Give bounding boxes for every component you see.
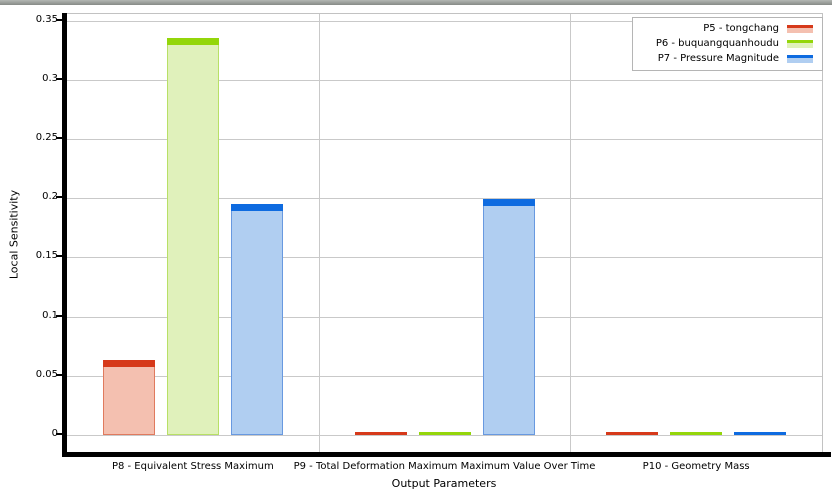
legend-item: P6 - buquangquanhoudu bbox=[633, 36, 813, 51]
bar-cap bbox=[230, 204, 283, 212]
legend-swatch-cap bbox=[787, 39, 813, 43]
y-tick-mark bbox=[56, 314, 62, 317]
legend: P5 - tongchang P6 - buquangquanhoudu P7 - … bbox=[632, 17, 823, 71]
legend-item: P7 - Pressure Magnitude bbox=[633, 51, 813, 66]
gridline bbox=[67, 139, 822, 140]
bar-cap bbox=[166, 38, 219, 46]
plot-area bbox=[67, 13, 823, 453]
bar bbox=[166, 38, 219, 435]
y-tick-label: 0.25 bbox=[35, 132, 58, 143]
legend-swatch bbox=[787, 39, 813, 48]
legend-swatch bbox=[787, 24, 813, 33]
group-separator bbox=[570, 14, 572, 453]
gridline bbox=[67, 198, 822, 200]
bar bbox=[734, 432, 787, 435]
bar bbox=[354, 432, 407, 435]
gridline bbox=[67, 375, 822, 377]
y-axis-line bbox=[62, 13, 67, 457]
legend-label: P7 - Pressure Magnitude bbox=[657, 53, 779, 64]
y-tick-mark bbox=[56, 255, 62, 258]
y-tick-label: 0 bbox=[51, 428, 58, 439]
x-axis-title: Output Parameters bbox=[391, 477, 497, 490]
y-tick-label: 0.35 bbox=[35, 13, 58, 25]
bar bbox=[418, 432, 471, 435]
gridline bbox=[67, 79, 822, 81]
gridline bbox=[67, 435, 822, 436]
y-tick-label: 0.1 bbox=[42, 309, 58, 321]
bar bbox=[230, 204, 283, 435]
group-separator bbox=[318, 14, 320, 453]
bar bbox=[670, 432, 723, 435]
bar bbox=[606, 432, 659, 435]
legend-swatch-fill bbox=[787, 57, 813, 63]
legend-swatch-fill bbox=[787, 27, 813, 33]
y-tick-mark bbox=[56, 433, 62, 435]
y-tick-mark bbox=[56, 373, 62, 376]
y-tick-mark bbox=[56, 137, 62, 139]
y-tick-label: 0.05 bbox=[35, 368, 58, 380]
legend-swatch bbox=[787, 54, 813, 63]
x-category-label: P8 - Equivalent Stress Maximum bbox=[111, 461, 274, 472]
legend-item: P5 - tongchang bbox=[633, 21, 813, 36]
gridline bbox=[67, 316, 822, 318]
bar-cap bbox=[102, 360, 155, 368]
gridline bbox=[67, 20, 822, 22]
y-tick-label: 0.2 bbox=[42, 191, 58, 203]
y-tick-mark bbox=[56, 196, 62, 199]
y-tick-label: 0.3 bbox=[42, 72, 58, 84]
legend-swatch-cap bbox=[787, 54, 813, 58]
x-axis-line bbox=[62, 452, 831, 457]
y-tick-mark bbox=[56, 18, 62, 21]
bar bbox=[102, 360, 155, 435]
x-category-label: P9 - Total Deformation Maximum Maximum V… bbox=[293, 461, 596, 472]
legend-swatch-cap bbox=[787, 24, 813, 28]
legend-label: P6 - buquangquanhoudu bbox=[655, 38, 779, 49]
legend-label: P5 - tongchang bbox=[703, 23, 779, 34]
legend-swatch-fill bbox=[787, 42, 813, 48]
x-category-label: P10 - Geometry Mass bbox=[642, 461, 750, 472]
bar-cap bbox=[482, 199, 535, 207]
y-tick-mark bbox=[56, 77, 62, 80]
window-top-strip bbox=[0, 0, 832, 5]
gridline bbox=[67, 257, 822, 259]
y-tick-label: 0.15 bbox=[35, 250, 58, 262]
bar bbox=[482, 199, 535, 435]
y-axis-title: Local Sensitivity bbox=[7, 189, 21, 280]
